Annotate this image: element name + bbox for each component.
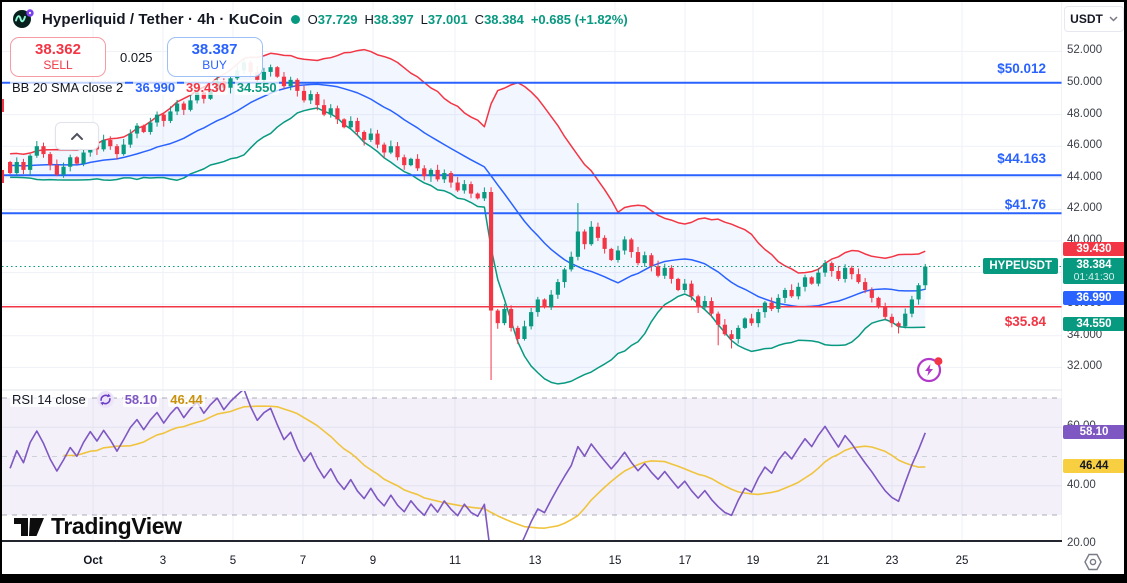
time-tick-17: 17 [678, 555, 692, 567]
time-tick-3: 3 [159, 555, 167, 567]
spread-value: 0.025 [120, 49, 153, 65]
price-tick-48.000: 48.000 [1067, 107, 1103, 120]
currency-unit-label: USDT [1070, 12, 1103, 26]
border-bottom [0, 574, 1127, 583]
symbol-title[interactable]: Hyperliquid / Tether · 4h · KuCoin [42, 10, 283, 28]
bollinger-value-2: 34.550 [234, 80, 279, 95]
price-badge-34.550: 34.550 [1063, 317, 1125, 331]
market-status-dot [290, 14, 300, 24]
border-left [0, 0, 2, 583]
swap-symbol-icon[interactable] [96, 391, 114, 408]
time-tick-19: 19 [746, 555, 760, 567]
price-badge-38.384: 38.384 01:41:30 [1063, 258, 1125, 284]
hyperliquid-logo-icon[interactable] [12, 9, 34, 29]
tradingview-logo-icon [14, 517, 44, 536]
price-tick-46.000: 46.000 [1067, 139, 1103, 152]
bollinger-legend[interactable]: BB 20 SMA close 2 36.990 39.430 34.550 [10, 80, 279, 95]
bollinger-value-0: 36.990 [133, 80, 178, 95]
price-tick-52.000: 52.000 [1067, 44, 1103, 57]
currency-unit-button[interactable]: USDT [1064, 6, 1124, 32]
level-label-2: $41.76 [1004, 197, 1046, 212]
buy-button[interactable]: 38.387 BUY [166, 37, 263, 77]
symbol-header: Hyperliquid / Tether · 4h · KuCoin O37.7… [12, 9, 628, 29]
sell-label: SELL [43, 57, 73, 72]
ohlc-open: O37.729 [307, 11, 358, 27]
ohlc-change: +0.685 (+1.82%) [530, 11, 628, 27]
flash-order-button[interactable] [915, 355, 945, 385]
price-badge-36.990: 36.990 [1063, 291, 1125, 305]
time-tick-11: 11 [449, 555, 461, 567]
symbol-price-line-label: HYPEUSDT [983, 258, 1058, 274]
level-label-0: $50.012 [997, 61, 1046, 76]
bollinger-value-1: 39.430 [184, 80, 228, 95]
lightning-icon [925, 364, 933, 376]
sell-price: 38.362 [35, 41, 81, 59]
rsi-legend-values: 58.10 46.44 [122, 392, 205, 407]
price-tick-50.000: 50.000 [1067, 76, 1103, 88]
price-tick-32.000: 32.000 [1067, 360, 1103, 373]
price-tick-34.000: 34.000 [1067, 328, 1103, 341]
time-tick-5: 5 [229, 555, 237, 567]
bollinger-legend-values: 36.990 39.430 34.550 [133, 80, 279, 95]
time-tick-23: 23 [885, 555, 899, 567]
border-top [0, 0, 1127, 2]
buy-label: BUY [202, 57, 227, 72]
collapse-panel-button[interactable] [55, 122, 99, 150]
rsi-value-1: 46.44 [168, 392, 205, 407]
buy-price: 38.387 [191, 41, 238, 59]
price-tick-44.000: 44.000 [1067, 170, 1103, 183]
ohlc-low: L37.001 [420, 11, 468, 27]
swap-arrows-glyph [99, 393, 111, 406]
bollinger-legend-name: BB 20 SMA close 2 [10, 80, 126, 95]
level-label-1: $44.163 [997, 151, 1046, 166]
rsi-tick-20.00: 20.00 [1067, 537, 1096, 550]
rsi-tick-40.00: 40.00 [1067, 478, 1096, 491]
tradingview-logo[interactable]: TradingView [14, 513, 182, 540]
ohlc-values: O37.729 H38.397 L37.001 C38.384 +0.685 (+1.8… [308, 12, 628, 27]
chevron-up-icon [71, 132, 83, 140]
chevron-down-icon [1109, 16, 1118, 22]
price-tick-42.000: 42.000 [1067, 202, 1103, 215]
time-tick-Oct: Oct [83, 555, 103, 567]
pane-settings-hexagon-icon[interactable] [1082, 552, 1104, 572]
rsi-badge-46.44: 46.44 [1063, 458, 1125, 473]
border-right [1124, 0, 1127, 583]
time-tick-25: 25 [955, 555, 969, 567]
rsi-legend-name: RSI 14 close [10, 392, 88, 407]
trade-buttons-row: 38.362 SELL 0.025 38.387 BUY [10, 37, 263, 77]
level-label-3: $35.84 [1004, 314, 1046, 329]
time-tick-21: 21 [816, 555, 830, 567]
tradingview-logo-text: TradingView [51, 513, 182, 539]
rsi-value-0: 58.10 [122, 392, 160, 407]
time-axis[interactable]: Oct 3 5 7 9 11 13 15 17 19 21 23 25 [0, 542, 1127, 574]
ohlc-close: C38.384 [474, 11, 524, 27]
price-badge-39.430: 39.430 [1063, 242, 1125, 256]
rsi-badge-58.10: 58.10 [1063, 424, 1125, 439]
ohlc-high: H38.397 [364, 11, 414, 27]
time-tick-7: 7 [299, 555, 307, 567]
time-tick-13: 13 [528, 555, 542, 567]
time-tick-9: 9 [369, 555, 377, 567]
sell-button[interactable]: 38.362 SELL [10, 37, 106, 77]
rsi-legend[interactable]: RSI 14 close 58.10 46.44 [10, 391, 205, 408]
time-tick-15: 15 [608, 555, 622, 567]
notification-dot [934, 357, 943, 366]
